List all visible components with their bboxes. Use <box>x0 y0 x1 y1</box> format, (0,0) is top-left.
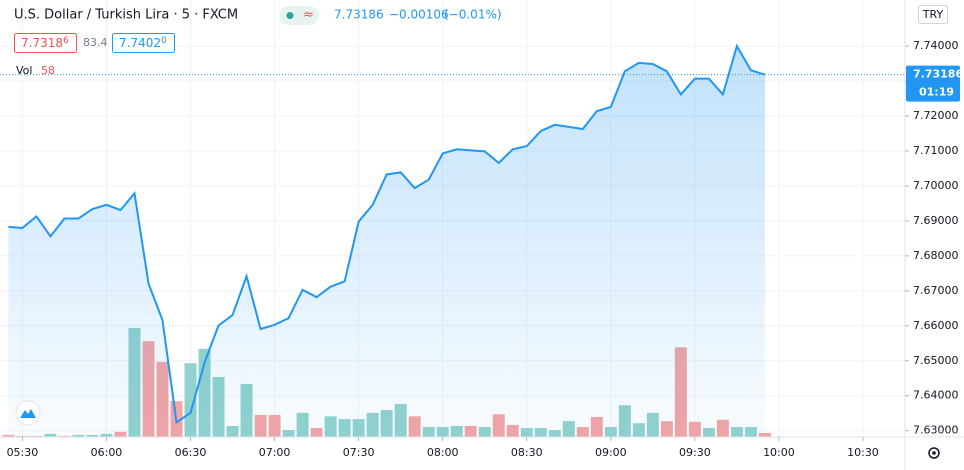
bid: 7.73186 <box>21 36 69 50</box>
ask: 7.74020 <box>119 36 167 50</box>
y-tick-label: 7.64000 <box>913 389 959 402</box>
y-tick-label: 7.65000 <box>913 354 959 367</box>
settings-icon[interactable] <box>928 447 940 459</box>
x-tick-label: 08:30 <box>511 446 543 459</box>
logo-button[interactable] <box>15 400 41 426</box>
y-tick-label: 7.71000 <box>913 144 959 157</box>
plot-area <box>0 0 905 437</box>
countdown-label: 01:19 <box>919 86 954 99</box>
status-dot <box>286 12 294 19</box>
y-tick-label: 7.72000 <box>913 109 959 122</box>
bid-box[interactable] <box>14 33 77 53</box>
x-tick-label: 06:00 <box>91 446 123 459</box>
last-price: 7.73186 <box>334 8 384 22</box>
logo-icon <box>20 409 36 418</box>
area-fill <box>8 46 765 437</box>
y-tick-label: 7.69000 <box>913 214 959 227</box>
last-price-tag <box>906 65 960 102</box>
bid-pip: 6 <box>63 36 69 46</box>
x-tick-label: 08:00 <box>427 446 459 459</box>
price-line <box>8 43 766 425</box>
volume-legend: Vol <box>16 64 32 77</box>
volume-legend-value: 58 <box>41 64 55 77</box>
x-tick-label: 07:30 <box>343 446 375 459</box>
ask-price: 7.7402 <box>119 36 161 50</box>
x-tick-label: 09:00 <box>595 446 627 459</box>
currency-button[interactable] <box>918 5 948 24</box>
symbol-button[interactable] <box>279 6 319 25</box>
y-tick-label: 7.66000 <box>913 319 959 332</box>
price-change-pct: (−0.01%) <box>444 8 502 22</box>
y-tick-label: 7.63000 <box>913 424 959 437</box>
ask-pip: 0 <box>161 36 167 46</box>
bid-price: 7.7318 <box>21 36 63 50</box>
x-tick-label: 10:30 <box>847 446 879 459</box>
x-tick-label: 06:30 <box>175 446 207 459</box>
ask-box[interactable] <box>112 33 175 53</box>
settings-icon-center <box>932 451 936 455</box>
currency-button-label: TRY <box>922 8 944 21</box>
chart-title: U.S. Dollar / Turkish Lira · 5 · FXCM <box>14 8 238 23</box>
x-tick-label: 10:00 <box>763 446 795 459</box>
last-price-label: 7.73186 <box>913 68 963 81</box>
y-tick-label: 7.70000 <box>913 179 959 192</box>
symbol-button-label: ≈ <box>303 8 314 23</box>
x-tick-label: 09:30 <box>679 446 711 459</box>
y-tick-label: 7.74000 <box>913 39 959 52</box>
x-tick-label: 07:00 <box>259 446 291 459</box>
y-tick-label: 7.67000 <box>913 284 959 297</box>
price-change: −0.00106 <box>389 8 449 22</box>
spread: 83.4 <box>83 36 108 49</box>
x-tick-label: 05:30 <box>7 446 39 459</box>
y-tick-label: 7.68000 <box>913 249 959 262</box>
